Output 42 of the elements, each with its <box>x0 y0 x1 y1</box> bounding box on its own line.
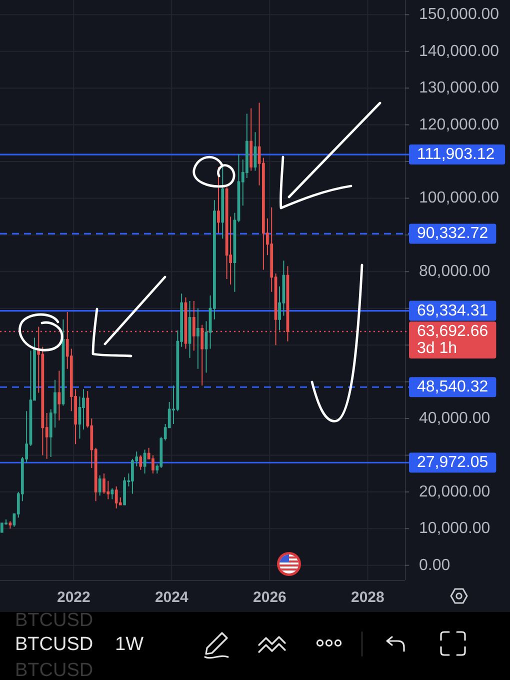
ref-line-label: 27,972.05 <box>417 454 488 472</box>
candlestick <box>62 318 65 406</box>
candlestick <box>58 370 61 421</box>
y-tick-label: 150,000.00 <box>419 6 500 24</box>
ref-line-label: 90,332.72 <box>417 225 488 242</box>
y-tick-label: 40,000.00 <box>419 410 490 427</box>
candlestick <box>188 300 192 358</box>
candlestick <box>110 488 114 500</box>
x-tick-label: 2024 <box>154 589 189 606</box>
text: BTCUSD <box>15 610 94 631</box>
candlestick <box>254 132 257 172</box>
ref-line-label: 111,903.12 <box>417 146 495 164</box>
candlestick <box>98 474 102 496</box>
candlestick <box>0 522 4 533</box>
y-tick-label: 80,000.00 <box>419 263 490 280</box>
y-tick-label: 120,000.00 <box>419 116 500 134</box>
ref-line-label: 69,334.31 <box>417 302 488 320</box>
candlestick <box>196 308 200 370</box>
candlestick <box>123 476 126 506</box>
x-tick-label: 2026 <box>253 589 286 606</box>
candlestick <box>139 454 142 470</box>
text: 1W <box>115 634 144 655</box>
ref-line-label: 63,692.66 3d 1h <box>417 323 488 358</box>
y-tick-label: 130,000.00 <box>419 80 500 97</box>
candlestick <box>217 166 220 234</box>
candlestick <box>192 300 196 352</box>
candlestick <box>250 108 253 172</box>
candlestick <box>114 486 118 509</box>
y-tick-label: 140,000.00 <box>419 42 500 60</box>
ref-line-label: 48,540.32 <box>417 378 488 396</box>
candlestick <box>143 449 146 474</box>
candlestick <box>221 164 224 240</box>
y-tick-label: 0.00 <box>419 556 450 574</box>
text: BTCUSD <box>15 634 94 655</box>
y-tick-label: 20,000.00 <box>419 483 490 500</box>
candlestick <box>184 296 188 350</box>
x-tick-label: 2022 <box>56 589 90 606</box>
y-tick-label: 100,000.00 <box>419 190 500 207</box>
text: BTCUSD <box>15 660 94 680</box>
y-tick-label: 10,000.00 <box>419 520 490 538</box>
x-tick-label: 2028 <box>351 589 384 606</box>
candlestick <box>8 520 12 530</box>
